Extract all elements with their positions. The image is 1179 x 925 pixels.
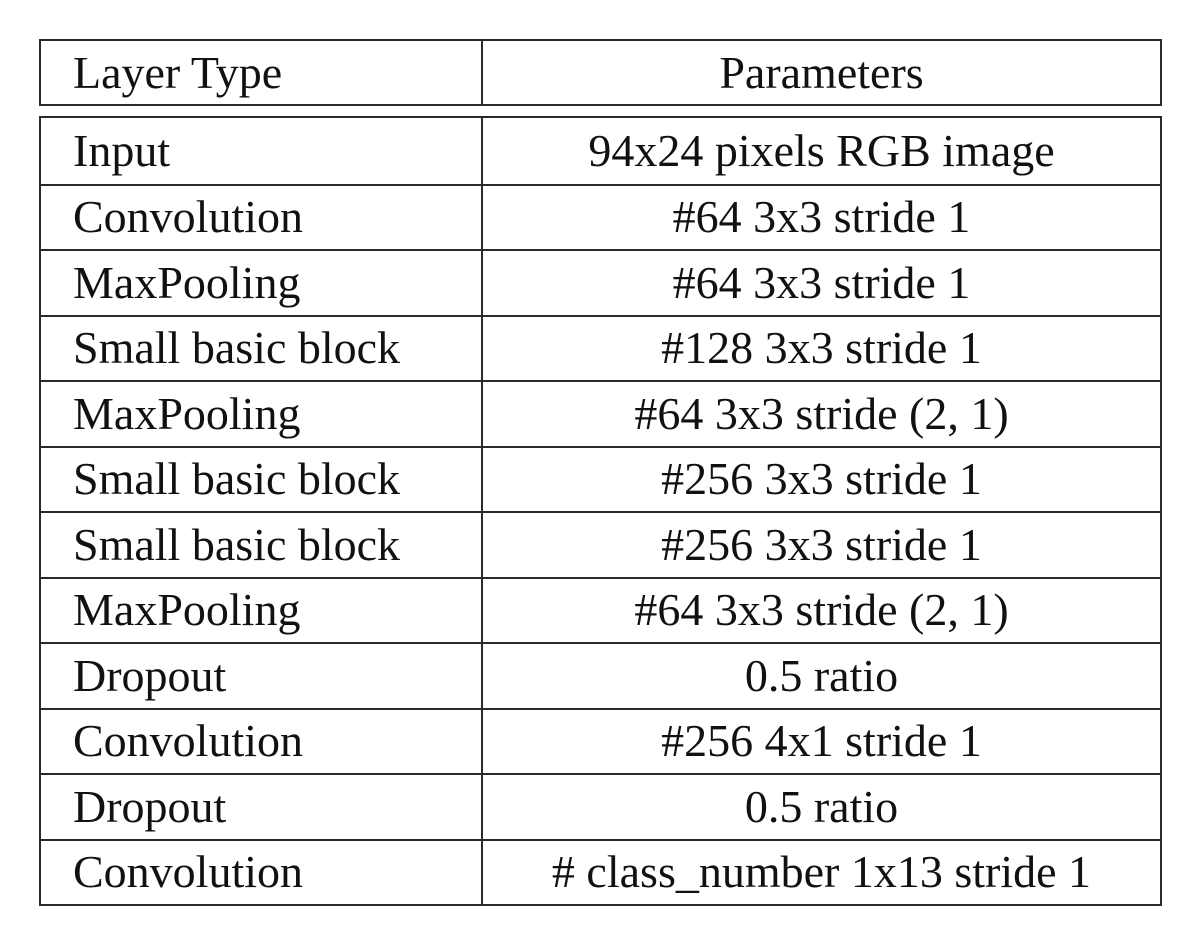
table-body: Input 94x24 pixels RGB image Convolution… [39, 116, 1162, 906]
table-row: Convolution #64 3x3 stride 1 [41, 183, 1160, 249]
layer-type-cell: Dropout [41, 644, 483, 708]
layer-type-cell: Small basic block [41, 447, 483, 511]
layer-type-cell: MaxPooling [41, 578, 483, 642]
layer-type-cell: Small basic block [41, 316, 483, 380]
table-row: Input 94x24 pixels RGB image [41, 118, 1160, 184]
layer-type-cell: Convolution [41, 185, 483, 249]
parameters-cell: #256 3x3 stride 1 [661, 453, 982, 505]
parameters-cell: #64 3x3 stride 1 [672, 191, 971, 243]
table-row: MaxPooling #64 3x3 stride (2, 1) [41, 576, 1160, 642]
parameters-cell: #128 3x3 stride 1 [661, 322, 982, 374]
table-row: Dropout 0.5 ratio [41, 773, 1160, 839]
architecture-table: Layer Type Parameters Input 94x24 pixels… [39, 39, 1162, 906]
layer-type-cell: Convolution [41, 840, 483, 904]
layer-type-cell: Dropout [41, 775, 483, 839]
header-parameters: Parameters [719, 46, 924, 98]
table-row: MaxPooling #64 3x3 stride (2, 1) [41, 380, 1160, 446]
parameters-cell: #256 4x1 stride 1 [661, 715, 982, 767]
table-row: Convolution # class_number 1x13 stride 1 [41, 838, 1160, 904]
header-layer-type: Layer Type [41, 41, 483, 104]
table-row: Dropout 0.5 ratio [41, 642, 1160, 708]
header-row: Layer Type Parameters [41, 41, 1160, 104]
parameters-cell: 0.5 ratio [744, 780, 899, 832]
layer-type-cell: Small basic block [41, 513, 483, 577]
parameters-cell: # class_number 1x13 stride 1 [551, 846, 1092, 898]
layer-type-cell: Input [41, 118, 483, 184]
table-row: Small basic block #256 3x3 stride 1 [41, 445, 1160, 511]
parameters-cell: 0.5 ratio [744, 649, 899, 701]
table-row: Small basic block #128 3x3 stride 1 [41, 314, 1160, 380]
parameters-cell: #64 3x3 stride (2, 1) [634, 387, 1009, 439]
layer-type-cell: MaxPooling [41, 382, 483, 446]
parameters-cell: #64 3x3 stride (2, 1) [634, 584, 1009, 636]
parameters-cell: #256 3x3 stride 1 [661, 518, 982, 570]
table-header: Layer Type Parameters [39, 39, 1162, 106]
parameters-cell: 94x24 pixels RGB image [588, 124, 1055, 176]
table-row: MaxPooling #64 3x3 stride 1 [41, 249, 1160, 315]
table-row: Convolution #256 4x1 stride 1 [41, 707, 1160, 773]
table-row: Small basic block #256 3x3 stride 1 [41, 511, 1160, 577]
parameters-cell: #64 3x3 stride 1 [672, 256, 971, 308]
layer-type-cell: MaxPooling [41, 251, 483, 315]
layer-type-cell: Convolution [41, 709, 483, 773]
